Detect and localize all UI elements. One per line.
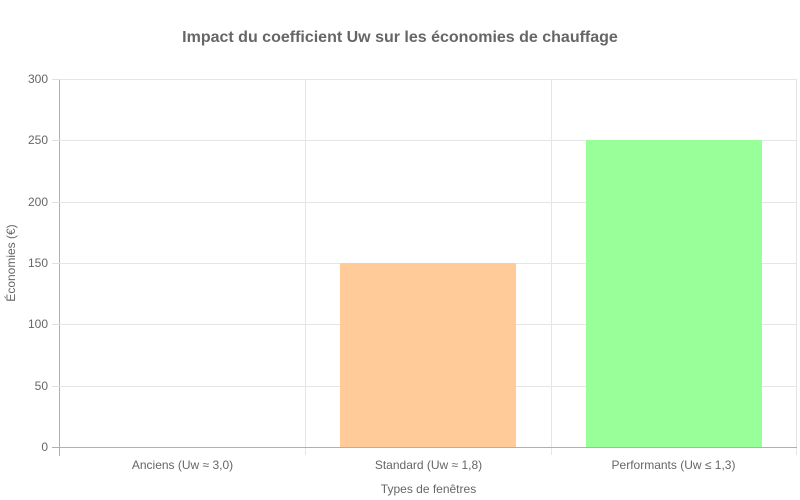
ytick-label: 50 <box>34 379 48 393</box>
ytick-300 <box>52 79 60 80</box>
gridline-250 <box>60 140 797 141</box>
gridline-300 <box>60 79 797 80</box>
ytick-label: 100 <box>27 317 48 331</box>
y-axis-line <box>59 79 60 456</box>
ytick-label: 150 <box>27 256 48 270</box>
ytick-label: 200 <box>27 195 48 209</box>
x-axis-line <box>52 447 797 448</box>
gridline-200 <box>60 202 797 203</box>
x-axis-title: Types de fenêtres <box>380 482 477 496</box>
ytick-50 <box>52 386 60 387</box>
ytick-label: 300 <box>27 72 48 86</box>
xtick-label: Standard (Uw ≈ 1,8) <box>374 458 483 472</box>
ytick-label: 0 <box>41 440 48 454</box>
bar-standard[interactable] <box>340 263 516 447</box>
vgridline-1 <box>305 79 306 455</box>
chart-title: Impact du coefficient Uw sur les économi… <box>182 29 618 46</box>
ytick-label: 250 <box>27 133 48 147</box>
xtick-label: Anciens (Uw ≈ 3,0) <box>131 458 234 472</box>
xtick-label: Performants (Uw ≤ 1,3) <box>611 458 736 472</box>
y-axis-title: Économies (€) <box>4 224 18 302</box>
bar-performants[interactable] <box>586 140 762 447</box>
ytick-100 <box>52 324 60 325</box>
plot-area <box>60 79 797 455</box>
ytick-250 <box>52 140 60 141</box>
ytick-150 <box>52 263 60 264</box>
vgridline-2 <box>551 79 552 455</box>
ytick-200 <box>52 202 60 203</box>
vgridline-3 <box>796 79 797 455</box>
